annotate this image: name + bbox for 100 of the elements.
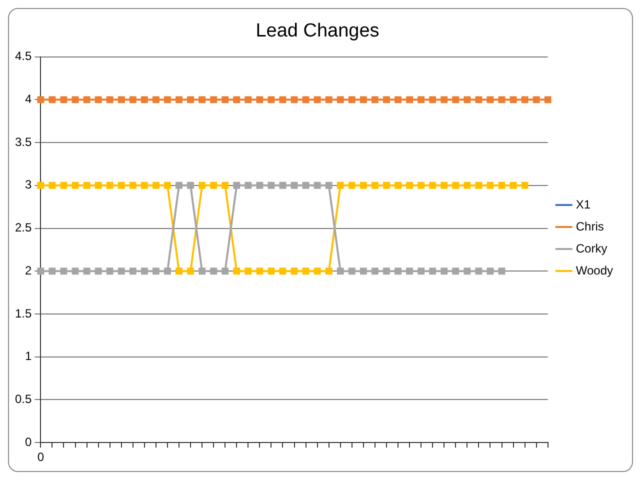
point — [222, 96, 229, 104]
point — [210, 268, 218, 275]
point — [336, 182, 344, 189]
point — [106, 268, 114, 275]
point — [521, 182, 528, 189]
point — [118, 268, 125, 275]
point — [118, 182, 125, 189]
point — [164, 182, 171, 189]
point — [72, 268, 79, 275]
y-tick-label: 3 — [24, 178, 32, 192]
point — [256, 268, 264, 275]
point — [452, 96, 460, 104]
point — [486, 182, 494, 189]
point — [176, 182, 182, 189]
point — [383, 182, 390, 189]
point — [325, 182, 332, 189]
point — [348, 96, 356, 104]
point — [48, 96, 56, 104]
point — [394, 268, 402, 275]
point — [314, 182, 321, 189]
point — [475, 96, 482, 104]
y-tick-label: 2 — [24, 263, 32, 278]
point — [60, 96, 68, 104]
point — [60, 182, 68, 189]
point — [314, 96, 321, 104]
point — [222, 182, 229, 189]
point — [268, 182, 275, 189]
point — [94, 268, 102, 275]
point — [302, 268, 310, 275]
point — [256, 182, 264, 189]
point — [233, 182, 240, 189]
point — [406, 182, 414, 189]
point — [198, 268, 206, 275]
point — [336, 96, 344, 104]
point — [325, 268, 332, 275]
point — [418, 96, 425, 104]
point — [452, 268, 460, 275]
point — [37, 268, 44, 275]
point — [256, 96, 264, 104]
point — [268, 268, 275, 275]
point — [325, 96, 332, 104]
point — [290, 96, 298, 104]
y-tick-label: 4.5 — [14, 49, 32, 64]
point — [187, 96, 194, 104]
point — [279, 182, 286, 189]
point — [83, 96, 90, 104]
point — [279, 96, 286, 104]
point — [198, 96, 206, 104]
point — [152, 96, 160, 104]
point — [129, 268, 136, 275]
point — [406, 96, 414, 104]
point — [383, 268, 390, 275]
point — [475, 268, 482, 275]
chart-title: Lead Changes — [256, 20, 380, 42]
legend-label: Chris — [576, 219, 604, 234]
point — [498, 96, 506, 104]
point — [498, 182, 506, 189]
point — [152, 268, 160, 275]
point — [498, 268, 506, 275]
point — [394, 182, 402, 189]
point — [475, 182, 482, 189]
point — [440, 182, 448, 189]
point — [210, 182, 218, 189]
point — [187, 182, 194, 189]
point — [510, 182, 517, 189]
point — [48, 182, 56, 189]
point — [83, 182, 90, 189]
point — [464, 96, 471, 104]
legend-label: Woody — [576, 263, 614, 278]
point — [371, 182, 378, 189]
point — [222, 268, 229, 275]
point — [129, 96, 136, 104]
point — [37, 182, 44, 189]
point — [164, 268, 171, 275]
point — [486, 96, 494, 104]
point — [302, 182, 310, 189]
point — [452, 182, 460, 189]
point — [140, 268, 148, 275]
point — [233, 268, 240, 275]
y-tick-label: 3.5 — [14, 134, 32, 149]
point — [464, 268, 471, 275]
point — [371, 268, 378, 275]
point — [394, 96, 402, 104]
point — [244, 182, 252, 189]
point — [360, 182, 367, 189]
y-tick-label: 4 — [24, 92, 32, 106]
point — [440, 96, 448, 104]
point — [198, 182, 206, 189]
point — [360, 96, 367, 104]
point — [510, 96, 517, 104]
y-tick-label: 0 — [24, 434, 32, 449]
point — [371, 96, 378, 104]
point — [290, 268, 298, 275]
point — [187, 268, 194, 275]
point — [176, 268, 182, 275]
point — [336, 268, 344, 275]
point — [440, 268, 448, 275]
point — [406, 268, 414, 275]
point — [244, 96, 252, 104]
point — [106, 182, 114, 189]
